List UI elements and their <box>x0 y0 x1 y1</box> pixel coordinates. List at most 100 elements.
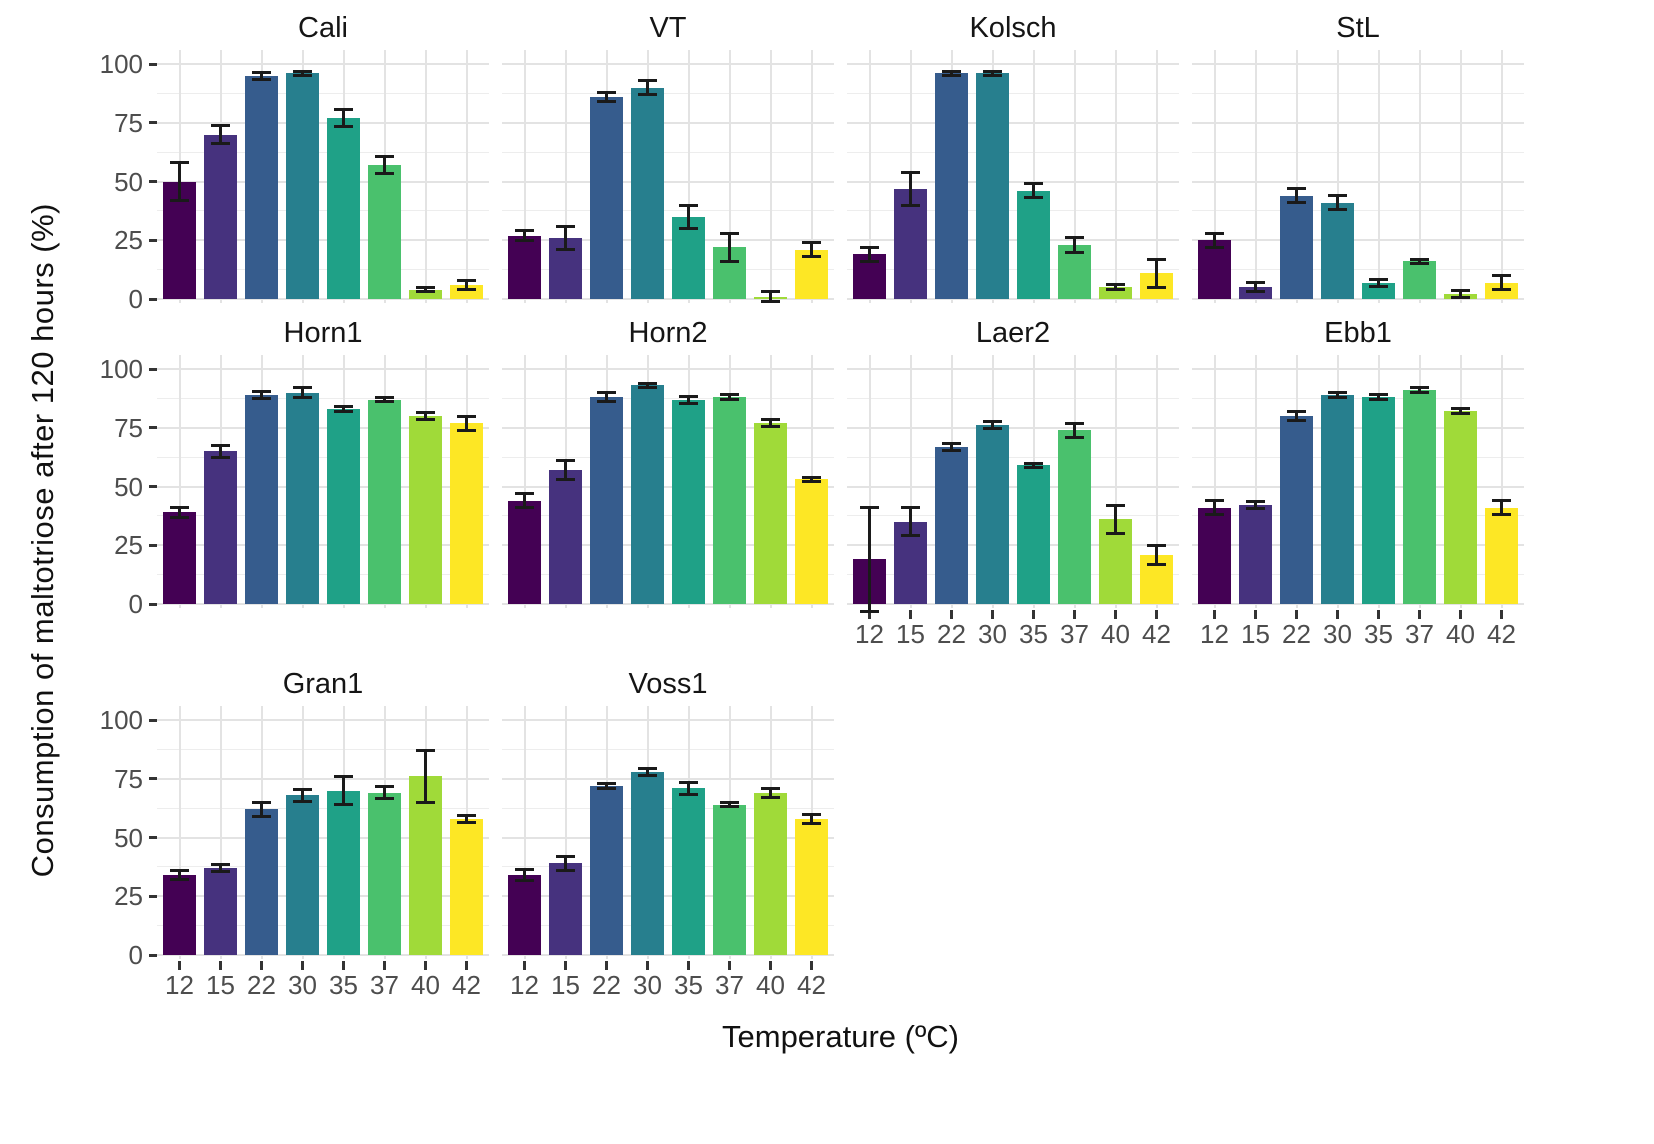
bar-horn2-15 <box>549 470 582 604</box>
x-tick-label: 30 <box>1323 619 1352 649</box>
y-tick-mark <box>149 777 157 781</box>
error-bar-cap <box>1205 245 1224 249</box>
bar-gran1-22 <box>245 809 278 955</box>
error-bar-voss1-40 <box>769 788 772 798</box>
y-tick-label: 75 <box>114 107 143 138</box>
gridline-vertical <box>769 50 772 303</box>
error-bar-cap <box>638 773 657 777</box>
x-tick-label: 30 <box>288 970 317 1000</box>
y-axis-title: Consumption of maltotriose after 120 hou… <box>25 202 60 878</box>
error-bar-cap <box>416 285 435 289</box>
error-bar-cap <box>556 854 575 858</box>
y-tick-label: 50 <box>114 471 143 502</box>
gridline-minor <box>1192 456 1524 458</box>
x-tick-mark <box>1500 610 1503 619</box>
facet-row-2: 0 25 50 75 100 Horn1 Horn2 Laer2 12 15 22 30 35 37 40 4… <box>72 315 1646 654</box>
x-tick-label: 22 <box>937 619 966 649</box>
error-bar-laer2-22 <box>950 443 953 451</box>
error-bar-cap <box>515 238 534 242</box>
gridline-vertical <box>868 355 871 608</box>
error-bar-voss1-15 <box>564 856 567 871</box>
gridline-minor <box>502 92 834 94</box>
error-bar-cap <box>1205 231 1224 235</box>
gridline-major <box>1192 121 1524 124</box>
facet-stl: StL <box>1192 10 1524 303</box>
error-bar-cap <box>983 427 1002 431</box>
x-tick-label: 37 <box>1405 619 1434 649</box>
error-bar-cap <box>1451 412 1470 416</box>
gridline-minor <box>157 866 489 868</box>
x-tick-label: 12 <box>855 619 884 649</box>
error-bar-cap <box>1410 257 1429 261</box>
facet-panel-voss1 <box>502 706 834 959</box>
facet-title-kolsch: Kolsch <box>969 12 1057 44</box>
y-tick-mark <box>149 367 157 371</box>
error-bar-cap <box>515 506 534 510</box>
x-tick-mark <box>868 610 871 619</box>
error-bar-cap <box>334 124 353 128</box>
x-tick-mark <box>219 961 222 970</box>
error-bar-cap <box>334 108 353 112</box>
facet-title-horn1: Horn1 <box>283 317 363 349</box>
gridline-major <box>502 485 834 488</box>
error-bar-ebb1-30 <box>1336 392 1339 398</box>
facet-title-stl: StL <box>1336 12 1380 44</box>
error-bar-cali-35 <box>342 109 345 127</box>
x-tick-label: 37 <box>370 970 399 1000</box>
bar-horn2-42 <box>795 479 828 604</box>
x-tick-label: 35 <box>1364 619 1393 649</box>
error-bar-cap <box>860 506 879 510</box>
gridline-minor <box>847 269 1179 271</box>
y-tick-mark <box>149 602 157 606</box>
x-tick-label: 22 <box>1282 619 1311 649</box>
error-bar-cap <box>679 203 698 207</box>
bar-stl-37 <box>1403 261 1436 299</box>
error-bar-cap <box>901 506 920 510</box>
error-bar-voss1-37 <box>728 802 731 807</box>
x-tick-label: 42 <box>452 970 481 1000</box>
error-bar-cap <box>1246 290 1265 294</box>
error-bar-gran1-37 <box>383 786 386 799</box>
bar-horn1-37 <box>368 399 401 604</box>
bar-vt-12 <box>508 235 541 299</box>
x-tick-label: 15 <box>551 970 580 1000</box>
error-bar-cap <box>720 398 739 402</box>
error-bar-gran1-15 <box>219 864 222 872</box>
error-bar-cap <box>1024 466 1043 470</box>
facet-main-gran1: Gran1 12 15 22 30 35 37 40 42 <box>157 666 489 1005</box>
x-tick-mark <box>646 961 649 970</box>
error-bar-cap <box>942 448 961 452</box>
x-tick-mark <box>605 961 608 970</box>
gridline-vertical <box>564 50 567 303</box>
error-bar-cap <box>556 224 575 228</box>
gridline-major <box>1192 180 1524 183</box>
error-bar-cap <box>375 785 394 789</box>
error-bar-cap <box>170 506 189 510</box>
gridline-minor <box>847 456 1179 458</box>
bar-horn1-35 <box>327 408 360 604</box>
gridline-major <box>502 777 834 780</box>
x-axis-title: Temperature (ºC) <box>722 1019 959 1054</box>
facet-row-1: 0 25 50 75 100 Cali VT Kolsch StL <box>72 10 1646 312</box>
error-bar-cap <box>761 786 780 790</box>
gridline-minor <box>157 574 489 576</box>
error-bar-cap <box>1147 562 1166 566</box>
y-tick-label: 25 <box>114 225 143 256</box>
gridline-major <box>157 368 489 370</box>
error-bar-cap <box>720 231 739 235</box>
error-bar-ebb1-12 <box>1213 500 1216 515</box>
gridline-minor <box>847 515 1179 517</box>
bar-ebb1-42 <box>1485 507 1518 604</box>
gridline-vertical <box>728 50 731 303</box>
error-bar-cap <box>1492 513 1511 517</box>
gridline-minor <box>157 456 489 458</box>
bar-ebb1-40 <box>1444 411 1477 604</box>
error-bar-cap <box>597 786 616 790</box>
error-bar-cap <box>211 870 230 874</box>
facet-horn2: Horn2 <box>502 315 834 608</box>
gridline-major <box>157 544 489 547</box>
error-bar-cap <box>597 391 616 394</box>
error-bar-cap <box>1246 507 1265 511</box>
x-tick-mark <box>1254 610 1257 619</box>
x-axis-gran1: 12 15 22 30 35 37 40 42 <box>157 959 489 1005</box>
